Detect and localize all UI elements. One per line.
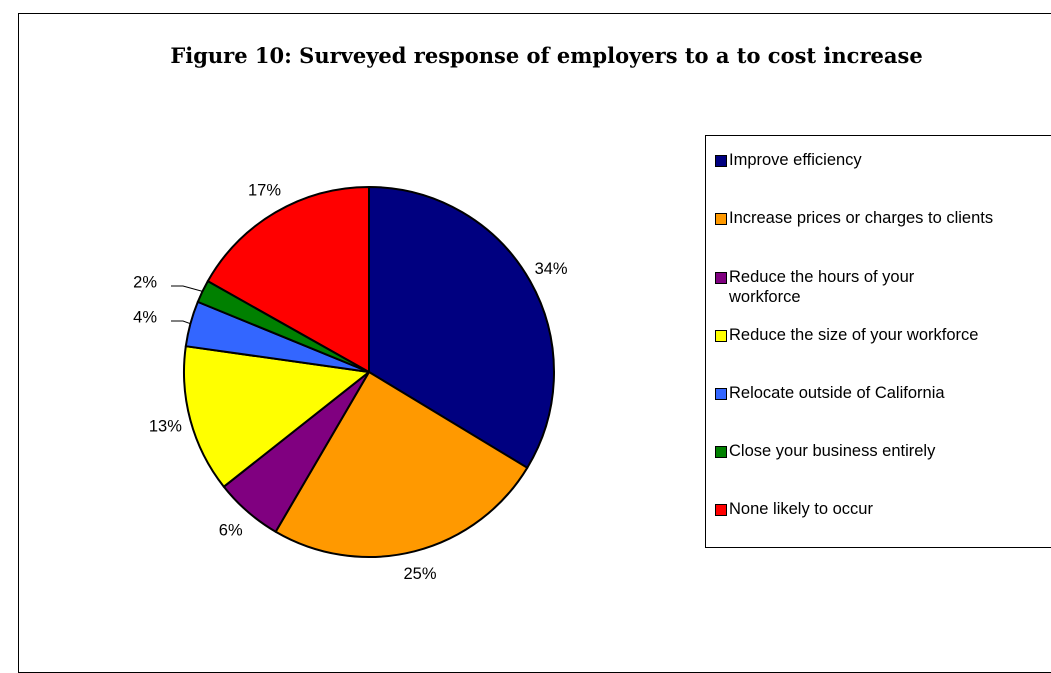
legend-item-improve-efficiency: Improve efficiency [715,150,1051,170]
pie-slice-improve-efficiency [368,186,555,469]
legend-swatch [715,446,727,458]
legend-item-relocate: Relocate outside of California [715,383,1051,403]
legend-label: Reduce the hours of your workforce [729,268,915,306]
chart-title: Figure 10: Surveyed response of employer… [170,43,923,68]
legend-swatch [715,155,727,167]
legend-label: Reduce the size of your workforce [729,326,979,344]
legend-item-reduce-hours: Reduce the hours of your workforce [715,267,1051,307]
legend: Improve efficiency Increase prices or ch… [705,135,1051,548]
slice-value-label: 34% [535,260,568,278]
legend-swatch [715,330,727,342]
legend-label: Improve efficiency [729,151,862,169]
legend-label: Close your business entirely [729,442,936,460]
legend-item-close-business: Close your business entirely [715,441,1051,461]
leader-line [171,320,191,325]
leader-line [171,285,203,292]
slice-value-label: 17% [248,181,281,199]
legend-swatch [715,213,727,225]
slice-value-label: 2% [133,273,157,291]
pie-chart: 34% 25% 6% 13% 4% 2% 17% [133,181,568,583]
slice-value-label: 25% [403,565,436,583]
legend-item-reduce-size: Reduce the size of your workforce [715,325,1051,345]
legend-label: Relocate outside of California [729,384,945,402]
legend-label: None likely to occur [729,500,873,518]
legend-swatch [715,388,727,400]
legend-label: Increase prices or charges to clients [729,209,994,227]
legend-item-none-likely: None likely to occur [715,499,1051,519]
legend-item-increase-prices: Increase prices or charges to clients [715,208,1051,228]
pie-slice-none-likely-to-occur [206,186,370,373]
slice-value-label: 4% [133,308,157,326]
legend-swatch [715,272,727,284]
pie-slice-increase-prices-or-charges-to-clients [274,371,529,558]
slice-value-label: 13% [149,417,182,435]
slice-value-label: 6% [219,522,243,540]
pie-slice-reduce-the-size-of-your-workforce [183,345,370,488]
legend-swatch [715,504,727,516]
